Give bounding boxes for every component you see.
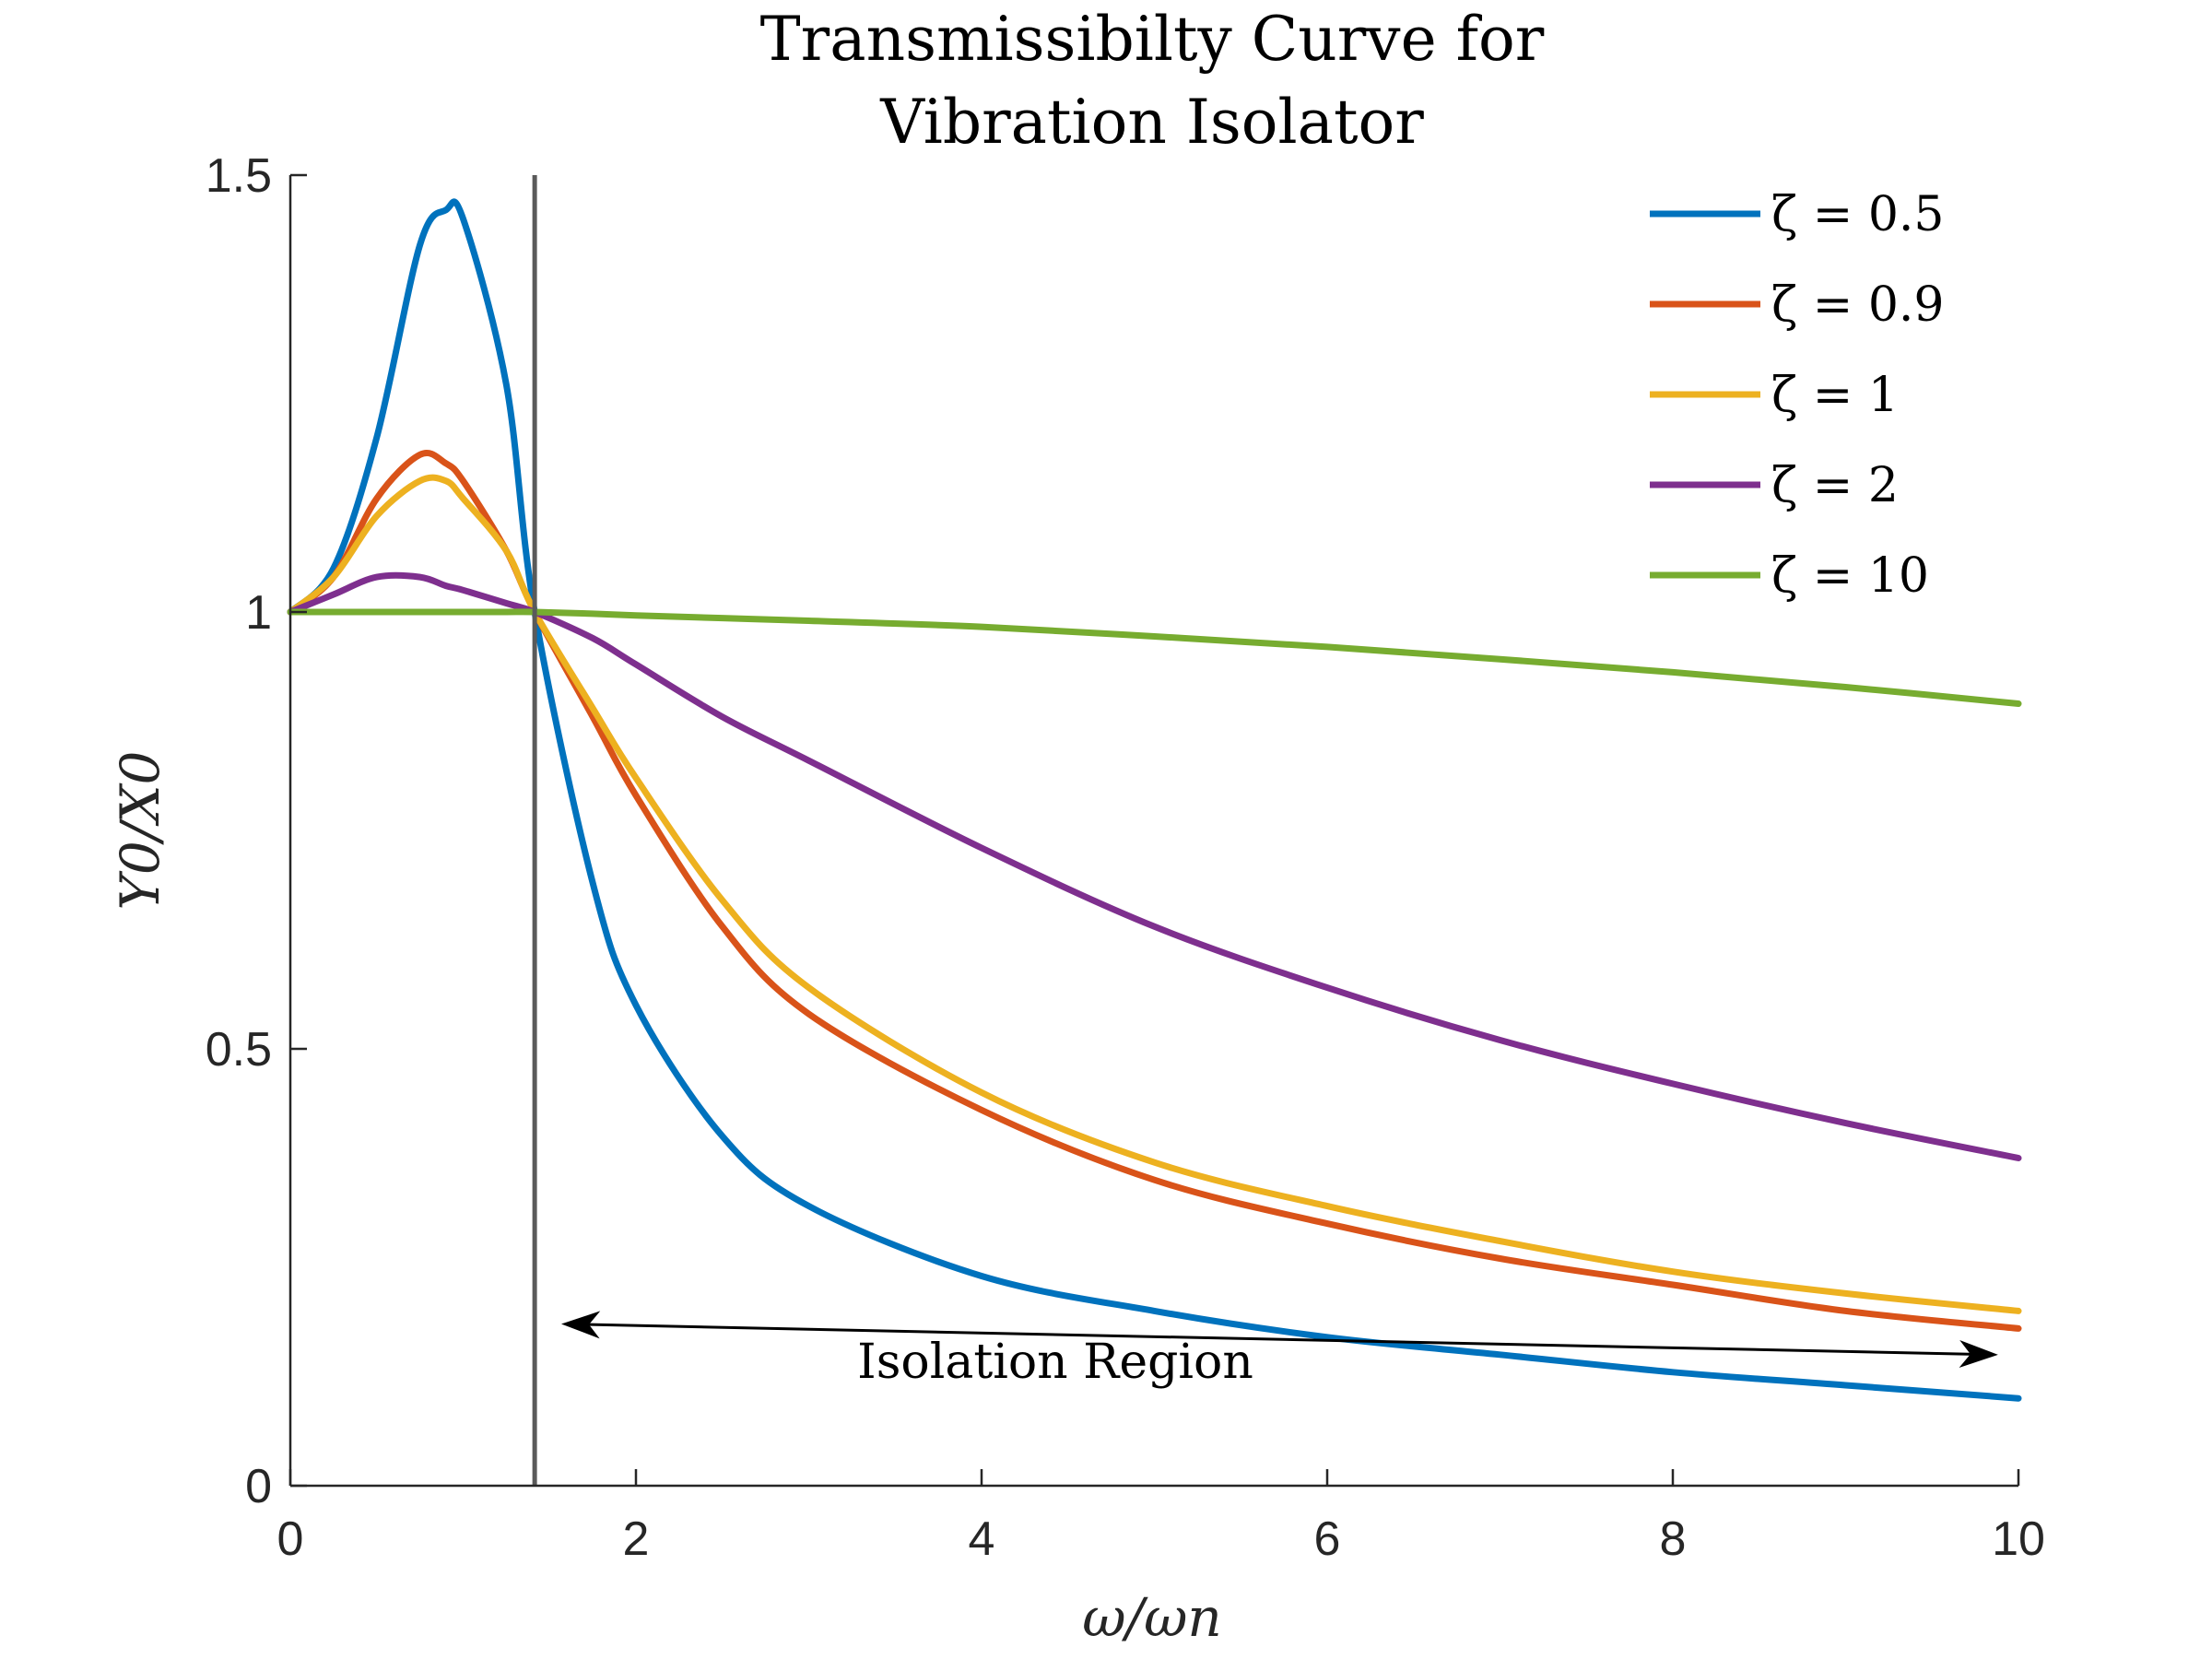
legend: ζ = 0.5 ζ = 0.9 ζ = 1 ζ = 2 ζ = 10: [1650, 187, 1945, 604]
x-tick-label: 6: [1314, 1512, 1341, 1566]
series-line-1: [287, 450, 2022, 1332]
series-line-4: [287, 608, 2022, 707]
x-tick-label: 2: [623, 1512, 650, 1566]
x-tick-label: 0: [277, 1512, 304, 1566]
series-line-2: [287, 474, 2022, 1314]
x-axis-label: ω/ωn: [1082, 1586, 1222, 1649]
legend-label-1: ζ = 0.9: [1771, 277, 1945, 333]
chart-title-line-1: Transmissibilty Curve for: [760, 4, 1545, 75]
isolation-region-arrow: [561, 1311, 1998, 1369]
plot-area: 0 2 4 6 8 10 0 0.5 1 1.5: [206, 149, 2045, 1566]
y-tick-label: 1: [245, 586, 272, 640]
x-axis-ticks: 0 2 4 6 8 10: [277, 1469, 2045, 1566]
isolation-region-annotation: Isolation Region: [561, 1311, 1998, 1390]
legend-label-3: ζ = 2: [1771, 458, 1899, 513]
isolation-region-label: Isolation Region: [857, 1335, 1253, 1390]
y-tick-label: 1.5: [206, 149, 272, 203]
x-tick-label: 4: [969, 1512, 995, 1566]
y-axis-ticks: 0 0.5 1 1.5: [206, 149, 307, 1513]
legend-label-0: ζ = 0.5: [1771, 187, 1945, 242]
y-tick-label: 0: [245, 1460, 272, 1513]
y-tick-label: 0.5: [206, 1023, 272, 1077]
x-tick-label: 10: [1992, 1512, 2045, 1566]
series-line-0: [287, 198, 2022, 1402]
chart-title-line-2: Vibration Isolator: [879, 87, 1424, 158]
x-tick-label: 8: [1660, 1512, 1687, 1566]
series-layer: [287, 198, 2022, 1402]
series-line-3: [287, 571, 2022, 1161]
legend-label-2: ζ = 1: [1771, 368, 1899, 423]
y-axis-label: Y0/X0: [109, 751, 171, 911]
legend-label-4: ζ = 10: [1771, 548, 1929, 604]
